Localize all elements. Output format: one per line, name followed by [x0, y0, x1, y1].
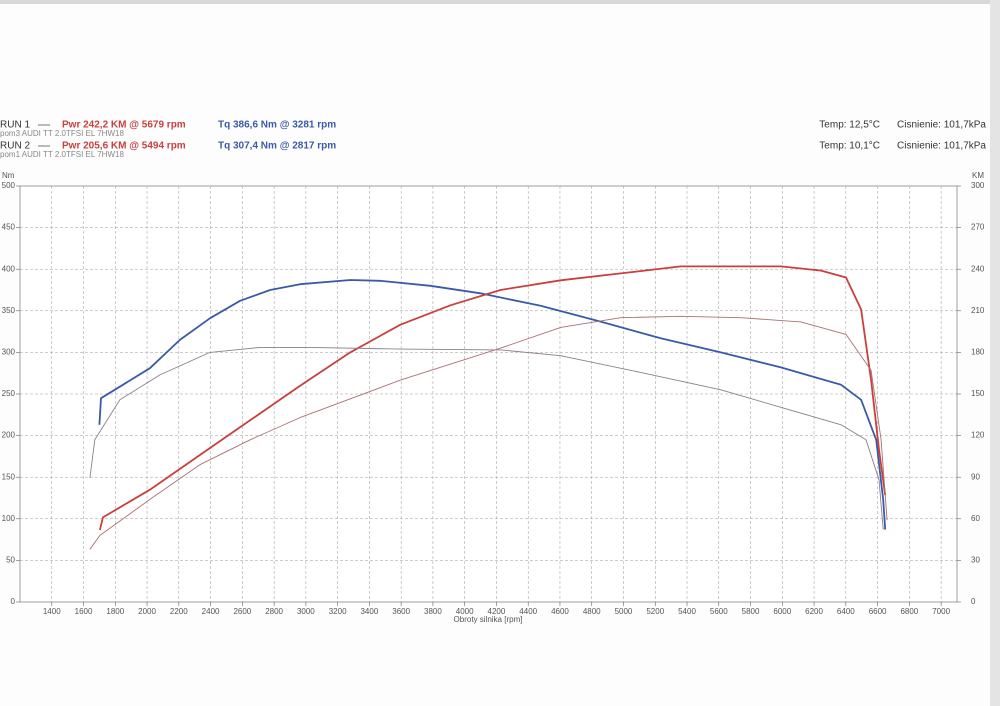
run-label: RUN 2: [0, 141, 30, 152]
power-peak: Pwr 205,6 KM @ 5494 rpm: [62, 141, 186, 152]
x-tick-label: 2800: [265, 607, 283, 616]
x-tick-label: 1600: [75, 607, 93, 616]
series-line: [89, 315, 888, 550]
y-tick-label: 50: [6, 556, 15, 565]
x-tick-label: 5400: [678, 607, 696, 616]
car-label: pom3 AUDI TT 2.0TFSI EL 7HW18: [0, 129, 124, 138]
plot: 1400 1600 1800 2000 2200 2400 2600 2800 3000 3200…: [2, 181, 985, 616]
y-tick-label: 500: [2, 181, 16, 190]
pressure: Cisnienie: 101,7kPa: [897, 120, 986, 131]
y2-tick-label: 0: [971, 597, 976, 606]
run-label: RUN 1: [0, 120, 30, 131]
x-tick-label: 2200: [170, 607, 188, 616]
y-tick-label: 200: [2, 431, 16, 440]
car-label: pom1 AUDI TT 2.0TFSI EL 7HW18: [0, 150, 124, 159]
x-tick-label: 6400: [837, 607, 855, 616]
y-tick-label: 350: [2, 306, 16, 315]
y2-axis-label: KM: [972, 171, 984, 180]
x-tick-label: 3400: [360, 607, 378, 616]
x-tick-label: 4600: [551, 607, 569, 616]
x-tick-label: 2400: [202, 607, 220, 616]
y-axis-label: Nm: [2, 171, 15, 180]
y-tick-label: 250: [2, 389, 16, 398]
y-tick-label: 300: [2, 348, 16, 357]
temperature: Temp: 12,5°C: [819, 120, 880, 131]
x-tick-label: 6800: [900, 607, 918, 616]
x-tick-label: 5600: [710, 607, 728, 616]
x-tick-label: 2600: [233, 607, 251, 616]
x-tick-label: 5200: [646, 607, 664, 616]
y2-tick-label: 150: [971, 389, 985, 398]
y-tick-label: 150: [2, 472, 16, 481]
y2-tick-label: 60: [971, 514, 980, 523]
x-tick-label: 6600: [869, 607, 887, 616]
y-tick-label: 450: [2, 223, 16, 232]
series-line: [89, 346, 884, 530]
y2-tick-label: 90: [971, 472, 980, 481]
x-tick-label: 5000: [615, 607, 633, 616]
y-tick-label: 100: [2, 514, 16, 523]
x-tick-label: 3200: [329, 607, 347, 616]
x-tick-label: 4800: [583, 607, 601, 616]
x-tick-label: 3800: [424, 607, 442, 616]
top-edge: [0, 0, 1000, 4]
x-tick-label: 6000: [773, 607, 791, 616]
y2-tick-label: 210: [971, 306, 985, 315]
torque-peak: Tq 307,4 Nm @ 2817 rpm: [218, 141, 336, 152]
y2-tick-label: 30: [971, 556, 980, 565]
x-tick-label: 4200: [488, 607, 506, 616]
temperature: Temp: 10,1°C: [819, 141, 880, 152]
y2-tick-label: 180: [971, 348, 985, 357]
x-tick-label: 1400: [43, 607, 61, 616]
x-axis-label: Obroty silnika [rpm]: [454, 615, 523, 624]
y2-tick-label: 300: [971, 181, 985, 190]
torque-peak: Tq 386,6 Nm @ 3281 rpm: [218, 120, 336, 131]
x-tick-label: 1800: [106, 607, 124, 616]
x-tick-label: 3000: [297, 607, 315, 616]
y2-tick-label: 270: [971, 223, 985, 232]
series-line: [98, 279, 887, 530]
x-tick-label: 5800: [742, 607, 760, 616]
x-tick-label: 4400: [519, 607, 537, 616]
x-tick-label: 3600: [392, 607, 410, 616]
x-tick-label: 4000: [456, 607, 474, 616]
y2-tick-label: 120: [971, 431, 985, 440]
y-tick-label: 400: [2, 264, 16, 273]
power-peak: Pwr 242,2 KM @ 5679 rpm: [62, 120, 186, 131]
right-edge: [990, 0, 1000, 706]
x-tick-label: 7000: [932, 607, 950, 616]
x-tick-label: 6200: [805, 607, 823, 616]
y2-tick-label: 240: [971, 264, 985, 273]
y-tick-label: 0: [11, 597, 16, 606]
header: RUN 1 Pwr 242,2 KM @ 5679 rpm Tq 386,6 Nm …: [0, 120, 986, 159]
x-tick-label: 2000: [138, 607, 156, 616]
pressure: Cisnienie: 101,7kPa: [897, 141, 986, 152]
series-line: [99, 265, 887, 531]
